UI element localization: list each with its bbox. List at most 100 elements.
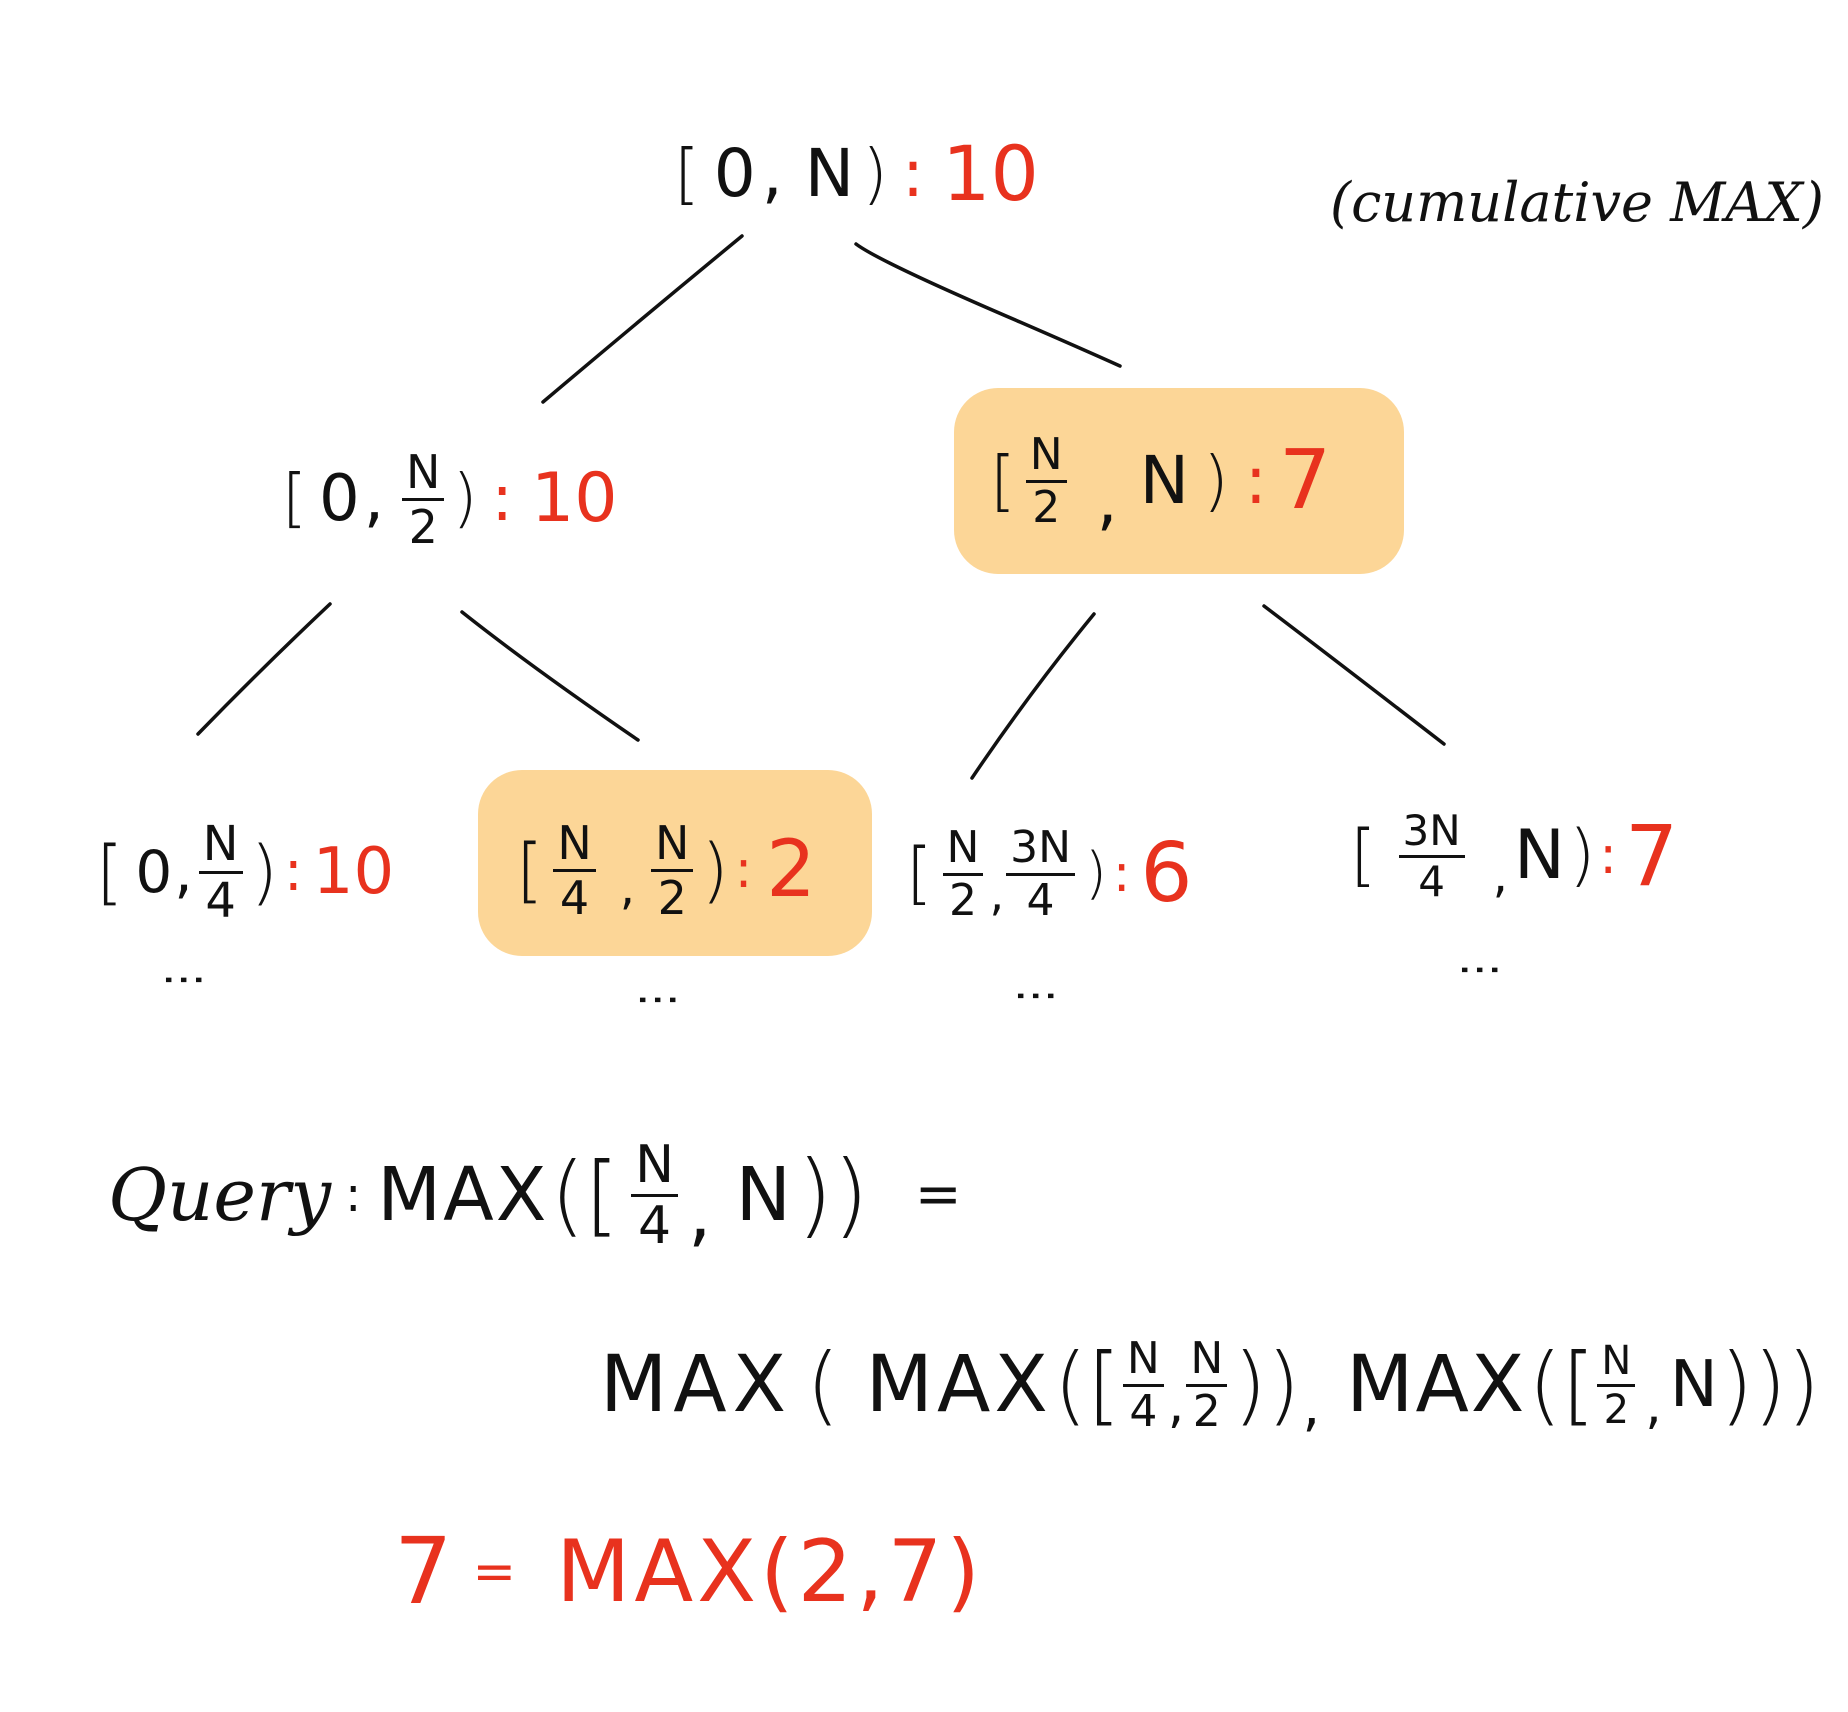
a-fraction-right: N 2 xyxy=(1186,1336,1228,1437)
fraction-denominator: 4 xyxy=(1418,856,1445,906)
bracket-close: ) xyxy=(250,831,278,913)
result-expr: MAX(2,7) xyxy=(556,1522,984,1622)
node-l1-left: [ 0 , N 2 ) : 10 xyxy=(282,434,618,564)
bracket-open: [ xyxy=(516,829,544,911)
bracket-close: ) xyxy=(452,462,478,536)
node-value: 7 xyxy=(1279,433,1332,528)
fraction-denominator: 2 xyxy=(1032,481,1061,533)
result-line: 7 = MAX(2,7) xyxy=(394,1512,984,1632)
bracket-open: [ xyxy=(674,135,700,212)
fraction-right: N 4 xyxy=(198,820,243,929)
node-value: 10 xyxy=(942,129,1039,218)
fraction-denominator: 2 xyxy=(1603,1386,1630,1433)
ellipsis-l2-1: ⋮ xyxy=(633,978,684,1022)
fraction-numerator: N xyxy=(198,820,243,874)
outer-fn: MAX xyxy=(600,1340,793,1430)
fraction-numerator: N xyxy=(402,449,445,501)
fraction-left: N 2 xyxy=(942,825,984,926)
fraction-numerator: N xyxy=(1025,432,1067,483)
node-l2-3: [ 3N 4 , N ) : 7 xyxy=(1350,786,1678,926)
b-close: ))) xyxy=(1719,1335,1821,1435)
node-l2-2: [ N 2 , 3N 4 ) : 6 xyxy=(906,804,1193,944)
edge-l1b-left xyxy=(970,612,1096,780)
query-comma: , xyxy=(688,1170,712,1256)
ellipsis-l2-3: ⋮ xyxy=(1455,948,1506,992)
fraction-denominator: 4 xyxy=(1026,874,1055,926)
bracket-open: [ xyxy=(906,834,933,913)
fraction-numerator: 3N xyxy=(1006,825,1075,876)
mid-comma: , xyxy=(1302,1374,1321,1439)
fraction-numerator: N xyxy=(1597,1341,1636,1387)
edge-root-right xyxy=(854,242,1122,368)
highlight-box-quarter-half xyxy=(478,770,872,956)
edge-l1a-right xyxy=(460,610,640,742)
bound-right: N xyxy=(1139,442,1190,519)
result-value: 7 xyxy=(394,1518,453,1625)
fraction-right: N 2 xyxy=(651,820,694,925)
bound-left: 0 xyxy=(135,838,173,906)
query-colon: : xyxy=(345,1167,362,1223)
query-close: )) xyxy=(796,1141,869,1248)
query-right: N xyxy=(735,1152,791,1238)
fraction-numerator: 3N xyxy=(1398,809,1465,858)
note-cumulative-max: (cumulative MAX) xyxy=(1330,171,1824,234)
bracket-open: [ xyxy=(990,442,1016,519)
fraction-denominator: 2 xyxy=(657,870,687,925)
query-expansion-line: MAX ( MAX ([ N 4 , N 2 )) , MAX ([ N 2 ,… xyxy=(600,1310,1820,1460)
b-fraction-left: N 2 xyxy=(1597,1341,1636,1433)
bracket-open: [ xyxy=(96,831,124,913)
node-l2-1: [ N 4 , N 2 ) : 2 xyxy=(516,800,816,940)
fraction-left: 3N 4 xyxy=(1398,809,1465,906)
query-label: Query xyxy=(108,1153,332,1237)
node-value: 2 xyxy=(766,825,816,915)
comma: , xyxy=(363,462,385,536)
comma: , xyxy=(1492,848,1508,904)
a-close: )) xyxy=(1233,1335,1301,1435)
fraction-numerator: N xyxy=(553,820,596,872)
query-fraction-left: N 4 xyxy=(631,1139,679,1256)
fraction-denominator: 2 xyxy=(948,874,977,926)
fraction-left: N 2 xyxy=(1025,432,1067,533)
fraction-numerator: N xyxy=(942,825,984,876)
bracket-close: ) xyxy=(862,135,888,212)
edge-root-left xyxy=(541,234,744,404)
node-value: 10 xyxy=(312,835,395,909)
query-open: ([ xyxy=(550,1143,620,1246)
fraction-denominator: 4 xyxy=(559,870,590,925)
node-root: [ 0 , N ) : 10 xyxy=(674,136,1039,212)
comma: , xyxy=(989,867,1005,921)
fraction-denominator: 4 xyxy=(205,872,236,929)
fraction-right: N 2 xyxy=(402,449,445,550)
fraction-numerator: N xyxy=(1186,1336,1228,1387)
bracket-close: ) xyxy=(1085,841,1107,906)
query-line: Query : MAX ([ N 4 , N )) = xyxy=(108,1120,962,1270)
b-right: N xyxy=(1669,1348,1718,1422)
outer-open: ( xyxy=(806,1335,840,1435)
b-comma: , xyxy=(1645,1376,1662,1436)
fraction-denominator: 2 xyxy=(1192,1385,1221,1437)
comma: , xyxy=(619,860,635,916)
bound-left: 0 xyxy=(318,462,360,536)
result-equals: = xyxy=(472,1542,517,1602)
bracket-close: ) xyxy=(1568,816,1596,895)
node-value: 10 xyxy=(530,459,618,538)
colon: : xyxy=(1244,442,1268,519)
a-comma: , xyxy=(1167,1375,1185,1435)
b-fn: MAX xyxy=(1346,1340,1527,1430)
fraction-denominator: 4 xyxy=(638,1195,672,1256)
a-fn: MAX xyxy=(865,1340,1052,1430)
query-equals: = xyxy=(914,1162,962,1227)
fraction-left: N 4 xyxy=(553,820,596,925)
fraction-numerator: N xyxy=(631,1139,679,1197)
comma: , xyxy=(1096,462,1118,539)
bound-right: N xyxy=(1513,816,1565,895)
ellipsis-l2-0: ⋮ xyxy=(159,958,210,1002)
node-l1-right: [ N 2 , N ) : 7 xyxy=(990,416,1331,546)
colon: : xyxy=(1599,826,1617,886)
comma: , xyxy=(761,135,783,212)
bracket-close: ) xyxy=(701,829,729,911)
edge-l1b-right xyxy=(1262,604,1446,746)
node-value: 7 xyxy=(1624,807,1679,905)
